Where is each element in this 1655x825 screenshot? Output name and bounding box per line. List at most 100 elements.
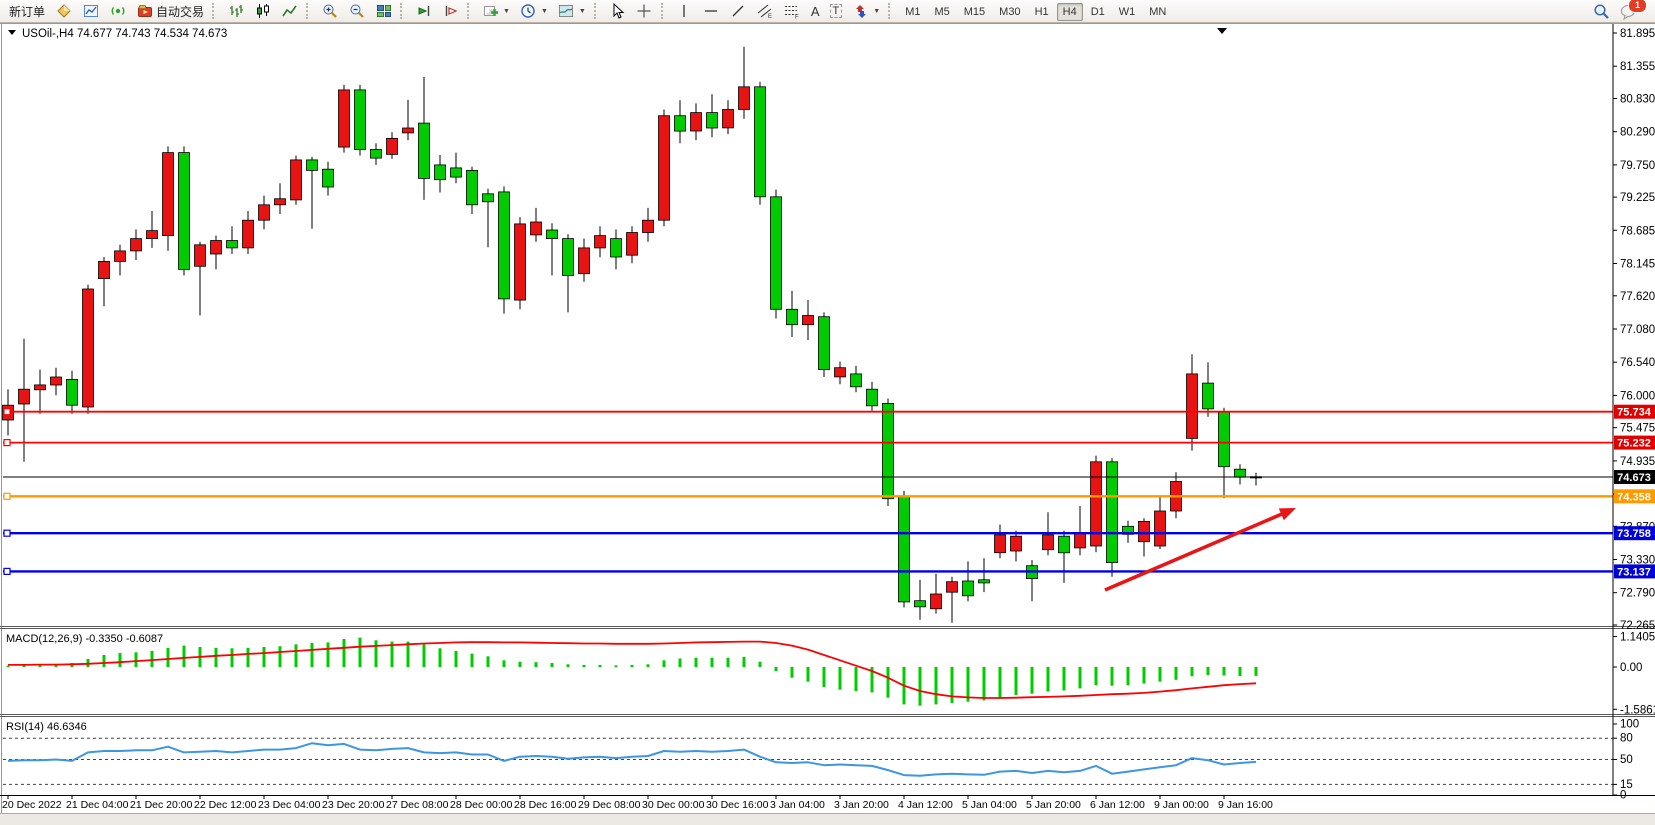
chevron-down-icon: ▼ — [540, 7, 548, 15]
toolbar-grip — [306, 3, 312, 19]
toolbar-grip — [212, 3, 218, 19]
auto-trading-button[interactable]: 自动交易 — [132, 1, 208, 22]
fibonacci-button[interactable]: F — [780, 1, 805, 22]
trendline-button[interactable] — [726, 1, 751, 22]
svg-text:78.145: 78.145 — [1620, 259, 1655, 271]
svg-text:28 Dec 00:00: 28 Dec 00:00 — [450, 799, 513, 811]
chart-window[interactable]: MACD(12,26,9) -0.3350 -0.6087 RSI(14) 46.… — [0, 23, 1655, 813]
timeframe-button-W1[interactable]: W1 — [1118, 6, 1136, 18]
horizontal-line-button[interactable] — [699, 1, 724, 22]
new-order-icon-button[interactable] — [51, 1, 76, 22]
horizontal-level-line[interactable] — [3, 529, 1613, 537]
templates-button[interactable]: ▼ — [554, 1, 590, 22]
candlestick-series — [2, 46, 1262, 623]
chart-canvas[interactable]: MACD(12,26,9) -0.3350 -0.6087 RSI(14) 46.… — [0, 24, 1655, 813]
new-order-button[interactable]: 新订单 — [5, 1, 49, 22]
svg-text:76.000: 76.000 — [1620, 390, 1655, 402]
svg-text:80.290: 80.290 — [1620, 127, 1655, 139]
chevron-down-icon: ▼ — [503, 7, 510, 15]
chart-title: USOil-,H4 74.677 74.743 74.534 74.673 — [8, 28, 227, 40]
timeframe-button-M30[interactable]: M30 — [999, 6, 1021, 18]
chart-shift-marker[interactable] — [1217, 28, 1227, 34]
bar-chart-icon — [227, 3, 244, 20]
svg-text:28 Dec 16:00: 28 Dec 16:00 — [514, 799, 577, 811]
search-button[interactable] — [1589, 1, 1614, 22]
svg-text:21 Dec 04:00: 21 Dec 04:00 — [66, 799, 129, 811]
svg-text:21 Dec 20:00: 21 Dec 20:00 — [130, 799, 193, 811]
tile-windows-button[interactable] — [371, 1, 396, 22]
bar-chart-button[interactable] — [223, 1, 248, 22]
zoom-out-button[interactable] — [344, 1, 369, 22]
timeframe-button-H1[interactable]: H1 — [1034, 6, 1049, 18]
crosshair-button[interactable] — [632, 1, 657, 22]
svg-text:1.1405: 1.1405 — [1620, 632, 1655, 644]
line-chart-button[interactable] — [277, 1, 302, 22]
text-label-icon: T — [829, 4, 843, 18]
horizontal-level-line[interactable] — [3, 492, 1613, 500]
arrows-icon — [852, 3, 869, 20]
svg-text:81.355: 81.355 — [1620, 61, 1655, 73]
auto-scroll-icon — [415, 3, 432, 20]
price-axis[interactable]: 81.895 81.355 80.830 80.290 79.750 79.225 78.6… — [1612, 24, 1655, 802]
charts-window-button[interactable] — [78, 1, 103, 22]
toolbar-grip — [660, 3, 667, 19]
trendline-icon — [730, 3, 747, 20]
svg-text:74.358: 74.358 — [1617, 491, 1651, 503]
svg-text:5 Jan 20:00: 5 Jan 20:00 — [1026, 799, 1081, 811]
svg-text:MACD(12,26,9) -0.3350 -0.6087: MACD(12,26,9) -0.3350 -0.6087 — [6, 633, 163, 645]
price-badge: 75.734 — [1614, 404, 1655, 419]
timeframe-toolbar: M1 M5 M15 M30 H1 H4 D1 W1 MN — [898, 2, 1173, 21]
signal-icon — [109, 3, 126, 20]
timeframe-button-MN[interactable]: MN — [1149, 6, 1167, 18]
svg-text:27 Dec 08:00: 27 Dec 08:00 — [386, 799, 449, 811]
cursor-button[interactable] — [605, 1, 630, 22]
timeframe-button-H4[interactable]: H4 — [1056, 3, 1083, 21]
svg-text:30 Dec 16:00: 30 Dec 16:00 — [706, 799, 769, 811]
svg-text:E: E — [768, 14, 772, 19]
text-tool-button[interactable]: A — [807, 1, 824, 22]
price-badge: 74.673 — [1614, 470, 1655, 484]
auto-trading-icon — [136, 3, 153, 20]
svg-text:23 Dec 04:00: 23 Dec 04:00 — [258, 799, 321, 811]
timeframe-button-D1[interactable]: D1 — [1090, 6, 1105, 18]
auto-scroll-button[interactable] — [411, 1, 436, 22]
chart-shift-button[interactable] — [438, 1, 463, 22]
price-badge: 73.137 — [1614, 564, 1655, 579]
svg-text:29 Dec 08:00: 29 Dec 08:00 — [578, 799, 641, 811]
vertical-line-icon — [676, 3, 693, 20]
signal-button[interactable] — [105, 1, 130, 22]
equidistant-channel-button[interactable]: E — [753, 1, 778, 22]
svg-text:73.330: 73.330 — [1620, 555, 1655, 567]
chat-button[interactable]: 1 — [1616, 0, 1647, 22]
vertical-line-button[interactable] — [672, 1, 697, 22]
svg-text:RSI(14) 46.6346: RSI(14) 46.6346 — [6, 721, 87, 733]
text-label-button[interactable]: T — [826, 1, 847, 22]
timeframe-button-M5[interactable]: M5 — [934, 6, 950, 18]
horizontal-level-line[interactable] — [3, 439, 1613, 447]
svg-text:4 Jan 12:00: 4 Jan 12:00 — [898, 799, 953, 811]
time-axis[interactable]: 20 Dec 2022 21 Dec 04:00 21 Dec 20:00 22 De… — [0, 795, 1655, 812]
indicators-button[interactable]: ▼ — [478, 1, 514, 22]
templates-icon — [558, 3, 575, 20]
notification-badge: 1 — [1628, 0, 1647, 13]
svg-text:9 Jan 00:00: 9 Jan 00:00 — [1154, 799, 1209, 811]
svg-text:76.540: 76.540 — [1620, 357, 1655, 369]
periods-icon — [520, 3, 537, 20]
arrows-button[interactable]: ▼ — [848, 1, 884, 22]
svg-text:9 Jan 16:00: 9 Jan 16:00 — [1218, 799, 1273, 811]
periods-button[interactable]: ▼ — [516, 1, 552, 22]
toolbar-grip — [467, 3, 473, 19]
zoom-in-button[interactable] — [317, 1, 342, 22]
text-tool-icon: A — [810, 3, 820, 19]
timeframe-button-M15[interactable]: M15 — [963, 6, 986, 18]
trend-arrow[interactable] — [1104, 508, 1296, 592]
svg-text:15: 15 — [1620, 779, 1633, 791]
candlestick-chart-button[interactable] — [250, 1, 275, 22]
toolbar-grip — [400, 3, 406, 19]
horizontal-level-line[interactable] — [3, 567, 1613, 576]
new-order-icon — [55, 3, 72, 20]
horizontal-level-line[interactable] — [3, 408, 1613, 416]
svg-text:3 Jan 04:00: 3 Jan 04:00 — [770, 799, 825, 811]
timeframe-button-M1[interactable]: M1 — [905, 6, 921, 18]
